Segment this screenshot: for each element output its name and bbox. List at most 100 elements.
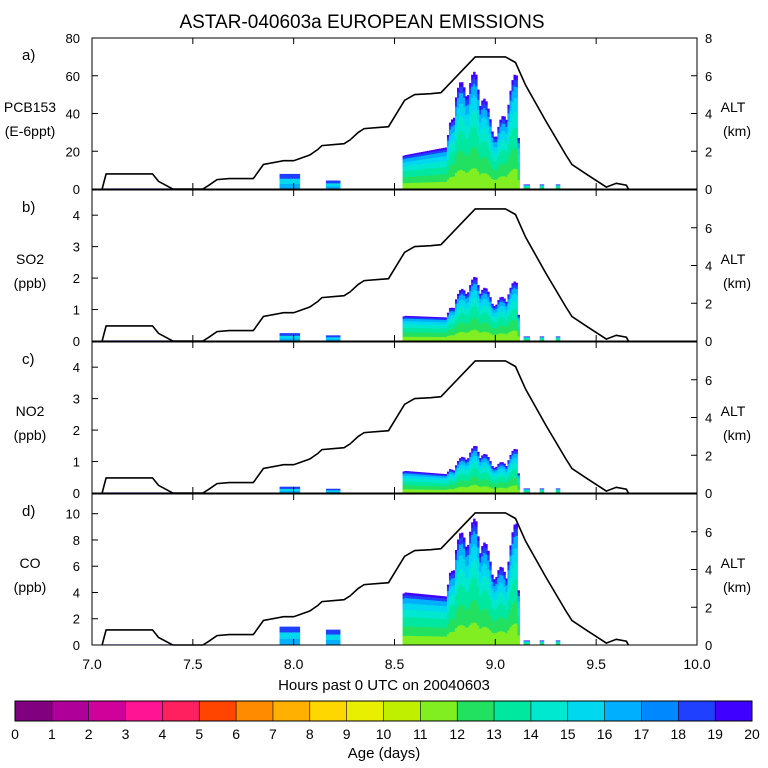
emission-bar bbox=[289, 333, 293, 336]
emission-bar bbox=[499, 630, 502, 646]
emission-bar bbox=[513, 450, 516, 454]
emission-bar bbox=[541, 488, 545, 490]
emission-bar bbox=[493, 468, 496, 471]
emission-bar bbox=[281, 338, 284, 342]
emission-bar bbox=[412, 160, 416, 166]
emission-bar bbox=[455, 553, 458, 560]
emission-bar bbox=[436, 156, 440, 163]
emission-bar bbox=[295, 173, 299, 179]
emission-bar bbox=[293, 632, 297, 639]
panel-unit: (ppb) bbox=[14, 275, 47, 291]
emission-bar bbox=[430, 489, 434, 494]
emission-bar bbox=[541, 489, 545, 491]
emission-bar bbox=[513, 524, 516, 530]
y-tick-label: 1 bbox=[73, 455, 80, 470]
emission-bar bbox=[436, 328, 440, 333]
emission-bar bbox=[424, 332, 428, 337]
emission-bar bbox=[430, 150, 434, 152]
emission-bar bbox=[477, 287, 480, 291]
emission-bar bbox=[459, 116, 462, 132]
emission-bar bbox=[515, 330, 518, 342]
emission-bar bbox=[420, 159, 424, 165]
emission-bar bbox=[444, 477, 448, 481]
emission-bar bbox=[487, 458, 490, 461]
colorbar-tick-label: 5 bbox=[195, 726, 203, 742]
y-tick-label: 1 bbox=[73, 303, 80, 318]
emission-bar bbox=[555, 338, 559, 340]
emission-bar bbox=[515, 127, 518, 149]
emission-bar bbox=[432, 479, 436, 483]
emission-bar bbox=[336, 634, 339, 640]
emission-bar bbox=[463, 290, 466, 293]
emission-bar bbox=[281, 183, 284, 190]
emission-bar bbox=[525, 336, 528, 338]
emission-bar bbox=[491, 168, 494, 179]
emission-bar bbox=[523, 337, 526, 339]
emission-bar bbox=[487, 314, 490, 324]
emission-bar bbox=[457, 120, 460, 135]
emission-bar bbox=[557, 337, 561, 339]
emission-bar bbox=[416, 160, 420, 165]
emission-bar bbox=[327, 639, 331, 646]
emission-bar bbox=[499, 297, 502, 300]
emission-bar bbox=[428, 154, 432, 159]
emission-bar bbox=[499, 463, 502, 466]
emission-bar bbox=[457, 332, 460, 342]
emission-bar bbox=[493, 472, 496, 477]
emission-bar bbox=[539, 489, 543, 491]
y-tick-label: 20 bbox=[66, 144, 80, 159]
emission-bar bbox=[448, 484, 452, 489]
emission-bar bbox=[527, 640, 531, 642]
emission-bar bbox=[487, 111, 490, 117]
emission-bar bbox=[481, 157, 484, 174]
emission-bar bbox=[513, 469, 516, 478]
emission-bar bbox=[475, 97, 478, 112]
emission-bar bbox=[291, 333, 295, 336]
emission-bar bbox=[511, 101, 514, 116]
emission-bar bbox=[291, 626, 295, 633]
emission-bar bbox=[334, 183, 337, 187]
emission-bar bbox=[412, 318, 416, 322]
emission-bar bbox=[291, 335, 295, 339]
emission-bar bbox=[497, 166, 500, 179]
emission-bar bbox=[489, 119, 492, 123]
emission-bar bbox=[414, 472, 418, 475]
emission-bar bbox=[438, 181, 442, 190]
emission-bar bbox=[489, 151, 492, 165]
emission-bar bbox=[507, 309, 510, 317]
emission-bar bbox=[440, 181, 444, 190]
emission-bar bbox=[408, 471, 412, 473]
emission-bar bbox=[426, 332, 430, 337]
emission-bar bbox=[428, 489, 432, 494]
emission-bar bbox=[430, 485, 434, 490]
emission-bar bbox=[477, 320, 480, 332]
emission-bar bbox=[438, 332, 442, 338]
emission-bar bbox=[501, 325, 504, 334]
emission-bar bbox=[471, 307, 474, 320]
emission-bar bbox=[438, 474, 442, 476]
emission-bar bbox=[515, 449, 518, 452]
emission-bar bbox=[489, 464, 492, 468]
emission-bar bbox=[473, 518, 476, 524]
emission-bar bbox=[325, 634, 329, 640]
emission-bar bbox=[479, 315, 482, 325]
emission-bar bbox=[501, 592, 504, 604]
emission-bar bbox=[457, 550, 460, 561]
emission-bar bbox=[555, 641, 559, 643]
emission-bar bbox=[432, 153, 436, 158]
emission-bar bbox=[489, 297, 492, 300]
colorbar-swatch bbox=[494, 701, 532, 721]
emission-bar bbox=[465, 114, 468, 127]
emission-bar bbox=[450, 335, 454, 342]
y-tick-label: 0 bbox=[73, 638, 80, 653]
emission-bar bbox=[555, 642, 559, 644]
emission-bar bbox=[406, 597, 410, 604]
emission-bar bbox=[505, 314, 508, 321]
emission-bar bbox=[509, 122, 512, 137]
emission-bar bbox=[402, 475, 405, 479]
emission-bar bbox=[414, 603, 418, 611]
emission-bar bbox=[495, 598, 498, 609]
emission-bar bbox=[511, 301, 514, 311]
emission-bar bbox=[329, 639, 333, 646]
emission-bar bbox=[469, 302, 472, 312]
